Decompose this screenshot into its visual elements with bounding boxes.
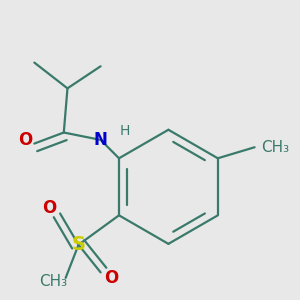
Text: CH₃: CH₃ — [39, 274, 67, 289]
Text: H: H — [119, 124, 130, 138]
Text: O: O — [104, 269, 119, 287]
Text: O: O — [42, 199, 56, 217]
Text: N: N — [94, 131, 107, 149]
Text: O: O — [18, 131, 32, 149]
Text: S: S — [71, 235, 85, 254]
Text: CH₃: CH₃ — [261, 140, 289, 155]
